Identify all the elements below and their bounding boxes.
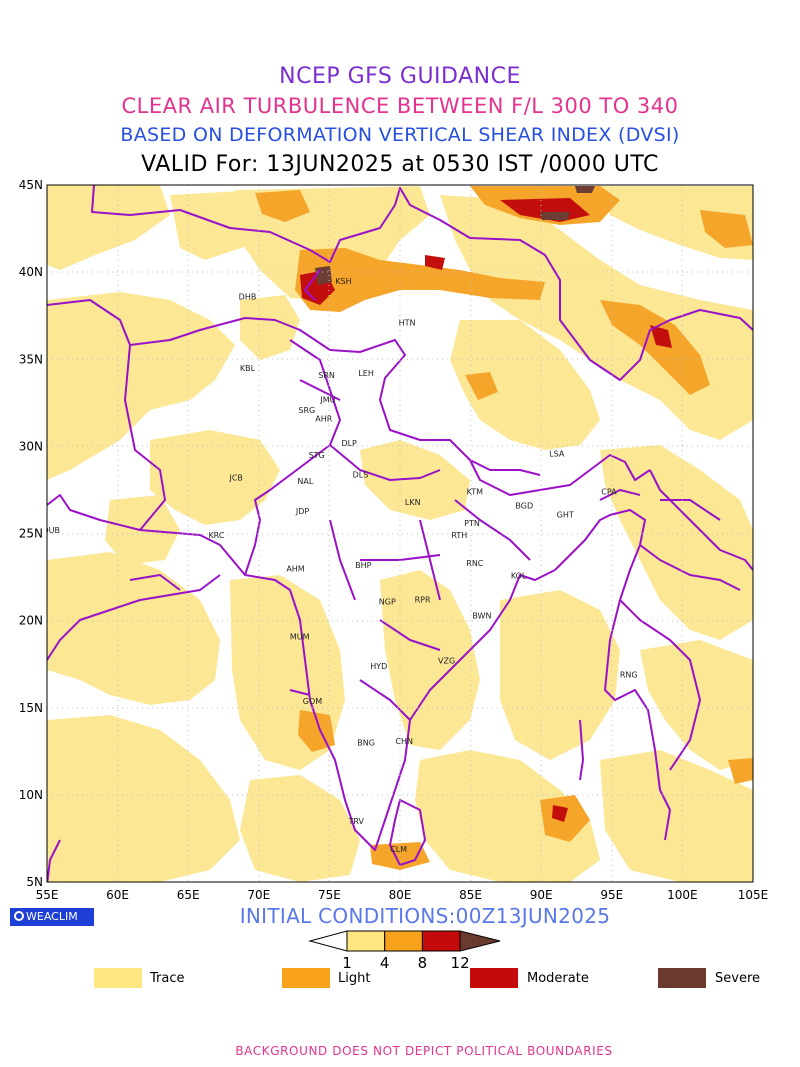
city-label-rpr: RPR: [415, 596, 431, 605]
lat-tick-label: 20N: [19, 614, 43, 628]
initial-conditions: INITIAL CONDITIONS:00Z13JUN2025: [239, 904, 611, 928]
city-label-jmu: JMU: [319, 395, 335, 404]
city-label-rng: RNG: [620, 671, 638, 680]
city-label-lkn: LKN: [405, 498, 421, 507]
colorbar-segment: [346, 930, 386, 952]
city-label-ngp: NGP: [379, 597, 396, 606]
logo-circle-icon: [14, 911, 24, 921]
legend-swatch-light: [282, 968, 330, 988]
legend-label-moderate: Moderate: [527, 971, 589, 986]
city-label-rnc: RNC: [466, 559, 484, 568]
lon-tick-label: 65E: [177, 888, 200, 902]
lon-tick-label: 60E: [106, 888, 129, 902]
colorbar-tick-label: 1: [342, 954, 352, 972]
lat-tick-label: 15N: [19, 701, 43, 715]
brand-name: WEACLIM: [26, 910, 78, 923]
city-label-ght: GHT: [557, 510, 574, 519]
legend-swatch-trace: [94, 968, 142, 988]
city-label-ptn: PTN: [464, 519, 480, 528]
graticule: [47, 185, 753, 882]
city-label-jdp: JDP: [295, 507, 310, 516]
city-label-srg: SRG: [298, 406, 315, 415]
colorbar-high-arrow: [459, 930, 501, 952]
lon-tick-label: 105E: [738, 888, 769, 902]
city-label-lsa: LSA: [549, 449, 565, 458]
lat-tick-label: 40N: [19, 265, 43, 279]
city-label-htn: HTN: [399, 319, 416, 328]
city-label-ksh: KSH: [335, 277, 351, 286]
valid-time: VALID For: 13JUN2025 at 0530 IST /0000 U…: [141, 152, 659, 177]
light-areas: [255, 186, 753, 870]
map-frame: [46, 184, 754, 883]
lon-tick-label: 70E: [247, 888, 270, 902]
city-label-trv: TRV: [347, 817, 364, 826]
city-label-gom: GOM: [303, 697, 322, 706]
legend-swatch-moderate: [470, 968, 518, 988]
city-label-ahm: AHM: [286, 564, 304, 573]
lat-tick-label: 45N: [19, 178, 43, 192]
lon-tick-label: 90E: [530, 888, 553, 902]
lon-tick-label: 95E: [600, 888, 623, 902]
lon-tick-label: 75E: [318, 888, 341, 902]
lat-tick-label: 35N: [19, 352, 43, 366]
city-label-dhb: DHB: [239, 293, 257, 302]
title-line-2: CLEAR AIR TURBULENCE BETWEEN F/L 300 TO …: [121, 94, 679, 118]
city-label-clm: CLM: [390, 845, 407, 854]
colorbar-tick-label: 4: [380, 954, 390, 972]
lon-tick-label: 85E: [459, 888, 482, 902]
city-label-srn: SRN: [318, 371, 335, 380]
city-label-bwn: BWN: [472, 611, 491, 620]
colorbar: 1 4 8 12: [308, 930, 501, 972]
city-label-cpa: CPA: [601, 488, 617, 497]
city-label-leh: LEH: [358, 369, 374, 378]
lon-tick-label: 80E: [389, 888, 412, 902]
city-label-rth: RTH: [451, 531, 467, 540]
city-label-bng: BNG: [357, 739, 375, 748]
city-label-jcb: JCB: [228, 474, 242, 483]
colorbar-segment: [384, 930, 423, 952]
colorbar-tick-label: 12: [451, 954, 470, 972]
city-label-kbl: KBL: [240, 364, 256, 373]
lat-tick-label: 30N: [19, 439, 43, 453]
city-label-chn: CHN: [395, 737, 413, 746]
city-label-ahr: AHR: [315, 414, 332, 423]
city-label-dls: DLS: [353, 470, 369, 479]
legend-label-severe: Severe: [715, 971, 760, 986]
city-label-nal: NAL: [297, 477, 313, 486]
lat-tick-label: 25N: [19, 527, 43, 541]
legend-label-light: Light: [338, 971, 371, 986]
city-label-ktm: KTM: [467, 488, 484, 497]
footer-disclaimer: BACKGROUND DOES NOT DEPICT POLITICAL BOU…: [235, 1044, 613, 1058]
city-label-hyd: HYD: [370, 662, 387, 671]
title-line-3: BASED ON DEFORMATION VERTICAL SHEAR INDE…: [120, 124, 680, 146]
city-label-bgd: BGD: [515, 502, 533, 511]
boundary-lines: [47, 185, 753, 882]
colorbar-tick-label: 8: [418, 954, 428, 972]
colorbar-segment: [421, 930, 461, 952]
lat-tick-label: 5N: [26, 875, 43, 889]
city-label-kol: KOL: [511, 571, 527, 580]
lon-tick-label: 100E: [667, 888, 698, 902]
city-label-dub: DUB: [42, 526, 60, 535]
severe-areas: [315, 186, 595, 285]
legend-label-trace: Trace: [150, 971, 185, 986]
weaclim-logo: WEACLIM: [10, 908, 94, 926]
lon-tick-label: 55E: [36, 888, 59, 902]
legend-swatch-severe: [658, 968, 706, 988]
city-label-mum: MUM: [290, 632, 310, 641]
colorbar-low-arrow: [308, 930, 348, 952]
city-label-stg: STG: [309, 451, 325, 460]
title-line-1: NCEP GFS GUIDANCE: [279, 64, 521, 89]
city-label-vzg: VZG: [438, 657, 455, 666]
city-label-krc: KRC: [208, 531, 224, 540]
lat-tick-label: 10N: [19, 788, 43, 802]
city-label-bhp: BHP: [355, 561, 372, 570]
city-label-dlp: DLP: [341, 439, 357, 448]
